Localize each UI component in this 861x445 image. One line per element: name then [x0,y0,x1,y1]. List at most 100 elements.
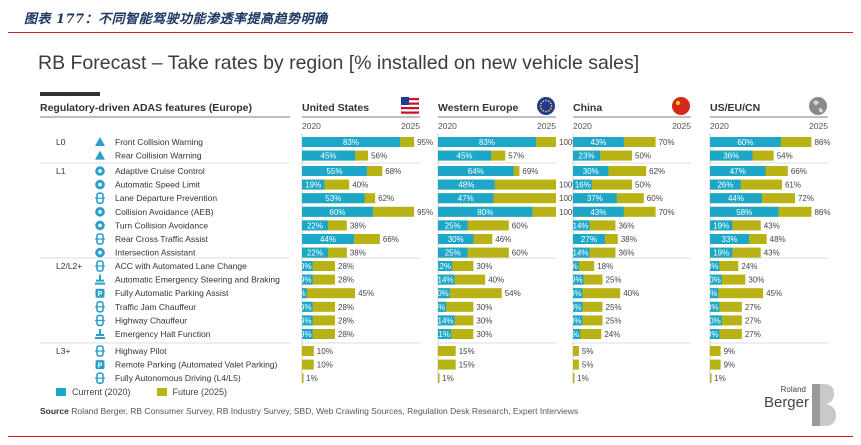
turn-collision-icon-dot [98,223,102,228]
parking-icon [95,288,105,298]
bar-future-label: 100% [559,208,579,217]
bar-current [438,329,451,339]
bar-current-label: 9% [300,316,312,325]
level-label: L0 [56,137,66,147]
bar-future-label: 45% [766,289,782,298]
bar-future-label: 27% [745,303,761,312]
bar-future-label: 18% [597,262,613,271]
bar-current [573,274,584,285]
bar-current [438,288,450,299]
legend-item-current: Current (2020) [56,387,131,397]
bar-current-label: 43% [590,138,606,147]
bar-future [438,247,509,258]
bar-current-label: 22% [307,221,323,230]
bar-current-label: 22% [307,249,323,258]
bar-current [710,274,722,285]
bar-future [302,346,314,356]
bar-current [573,315,583,326]
bar-current [710,166,766,176]
bar-current-label: 19% [305,181,321,190]
bar-current-label: 37% [587,194,603,203]
warning-triangle-icon [95,137,105,146]
bar-future-label: 57% [508,152,524,161]
bar-future [710,329,742,339]
bar-future [573,373,575,384]
bar-future-label: 28% [338,316,354,325]
bar-current-label: 9% [300,276,312,285]
axis-start-label: 2020 [302,121,321,131]
bar-future-label: 95% [417,208,433,217]
bar-current-label: 7% [706,289,718,298]
feature-label: Automatic Speed Limit [115,180,201,190]
bar-current-label: 83% [343,138,359,147]
bar-future [302,179,350,190]
bar-future-label: 25% [606,316,622,325]
bar-future-label: 30% [476,303,492,312]
bar-future [438,193,556,204]
bar-future-label: 24% [741,262,757,271]
feature-label: Lane Departure Prevention [115,193,217,203]
feature-label: Rear Collision Warning [115,151,202,161]
bar-current-label: 64% [468,167,484,176]
bar-current [438,261,453,271]
bar-future-label: 5% [582,361,594,370]
bar-future [438,261,474,271]
bar-future-label: 28% [338,330,354,339]
bar-current-label: 30% [583,167,599,176]
feature-label: Highway Pilot [115,346,167,356]
bar-future-label: 27% [745,330,761,339]
logo-mark-icon [812,384,836,426]
bar-current-label: 14% [573,249,589,258]
bar-future-label: 25% [606,276,622,285]
bar-future-label: 1% [577,374,589,383]
bar-current-label: 47% [458,194,474,203]
feature-label: Collision Avoidance (AEB) [115,207,214,217]
bar-future-label: 95% [417,138,433,147]
bar-current [573,247,590,258]
roland-berger-logo: Roland Berger [758,382,838,430]
bar-current [302,329,313,339]
intersection-icon-dot [98,250,102,255]
bar-future-label: 72% [798,194,814,203]
bar-future-label: 62% [378,194,394,203]
eu-flag-star [547,100,550,103]
bar-current-label: 43% [590,208,606,217]
bar-future-label: 28% [338,303,354,312]
bar-current [302,150,356,161]
bar-current-label: 19% [713,221,729,230]
bar-future [302,288,356,299]
bar-current [438,150,492,161]
feature-label: Traffic Jam Chauffeur [115,302,196,312]
bar-current [710,193,762,204]
bar-future [573,359,579,370]
us-flag-stripe [401,102,419,105]
bar-current [438,206,533,217]
bar-future-label: 100% [559,194,579,203]
bar-future [573,261,595,271]
feature-label: Rear Cross Traffic Assist [115,234,209,244]
bar-future-label: 60% [647,194,663,203]
bar-current-label: 44% [728,194,744,203]
bar-future-label: 1% [306,374,318,383]
bar-current [573,150,601,161]
level-label: L2/L2+ [56,261,82,271]
bar-future [573,150,632,161]
eu-flag-star [539,105,542,107]
bar-current [302,206,373,217]
bar-current-label: 10% [705,316,721,325]
bar-future-label: 30% [748,276,764,285]
us-flag-stripe [401,111,419,114]
bar-future-label: 43% [764,221,780,230]
bar-future [302,274,336,285]
bar-future-label: 15% [459,347,475,356]
bar-current-label: 8% [570,316,582,325]
bar-current [573,179,592,190]
warning-triangle-icon [95,150,105,160]
level-label: L1 [56,166,66,176]
feature-label: Emergency Halt Function [115,329,211,339]
bar-current-label: 9% [300,303,312,312]
region-label: Western Europe [438,102,518,114]
bar-future-label: 9% [724,361,736,370]
globe-landmass [813,100,823,113]
bar-current-label: 26% [717,181,733,190]
